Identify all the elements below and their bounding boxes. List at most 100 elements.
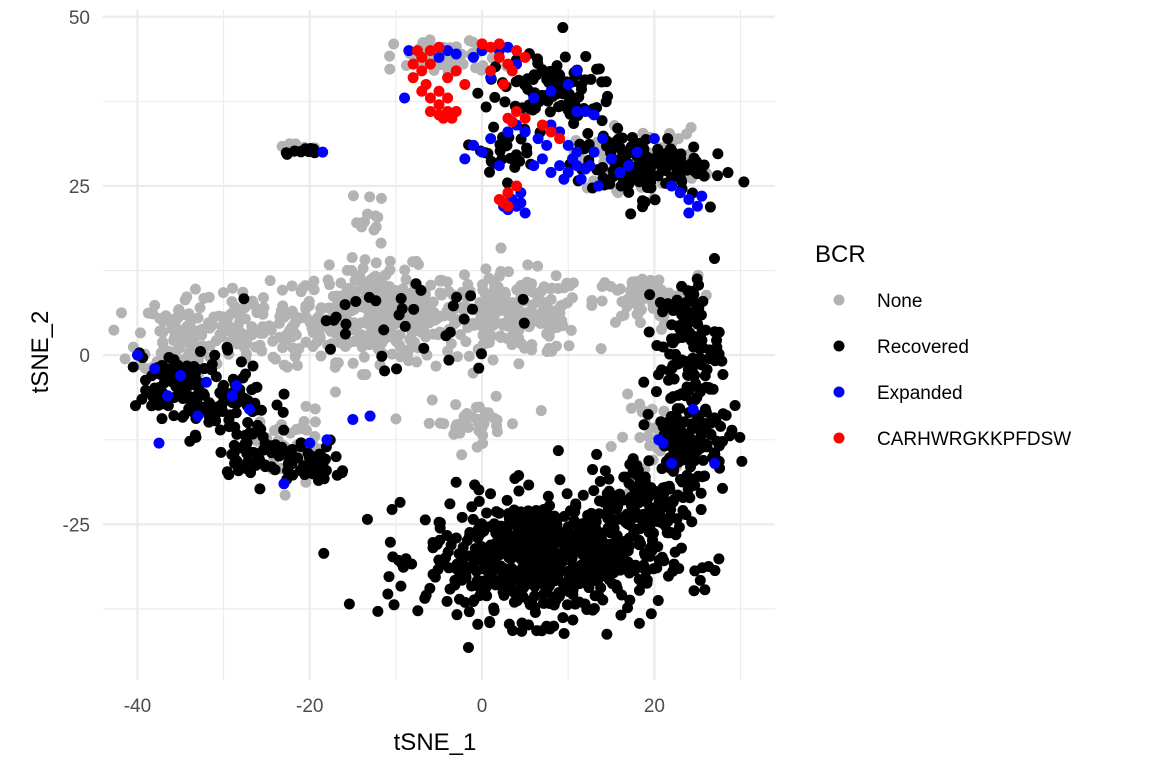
scatter-point (427, 542, 439, 554)
scatter-point (391, 363, 403, 375)
scatter-point (426, 394, 438, 406)
scatter-point (469, 543, 481, 555)
scatter-point (336, 467, 348, 479)
scatter-point (697, 295, 709, 307)
scatter-point (532, 133, 544, 145)
scatter-point (583, 578, 595, 590)
scatter-point (286, 444, 298, 456)
scatter-point (264, 275, 276, 287)
scatter-point (625, 208, 637, 220)
scatter-point (557, 612, 569, 624)
scatter-point (251, 381, 263, 393)
scatter-point (657, 306, 669, 318)
scatter-point (671, 403, 683, 415)
scatter-point (529, 606, 541, 618)
scatter-point (315, 350, 327, 362)
scatter-point (642, 430, 654, 442)
scatter-point (595, 343, 607, 355)
scatter-point (108, 324, 120, 336)
scatter-point (523, 479, 535, 491)
scatter-point (504, 584, 516, 596)
scatter-point (522, 572, 534, 584)
scatter-point (498, 78, 510, 90)
scatter-point (638, 419, 650, 431)
scatter-point (489, 316, 501, 328)
scatter-point (451, 291, 463, 303)
legend-key (833, 294, 845, 306)
scatter-point (300, 400, 312, 412)
scatter-point (586, 300, 598, 312)
scatter-point (379, 285, 391, 297)
scatter-point (356, 341, 368, 353)
scatter-point (533, 287, 545, 299)
scatter-point (217, 380, 229, 392)
scatter-point (242, 417, 254, 429)
scatter-point (544, 623, 556, 635)
scatter-point (370, 221, 382, 233)
scatter-point (350, 285, 362, 297)
scatter-point (243, 403, 255, 415)
scatter-point (623, 178, 635, 190)
scatter-point (511, 544, 523, 556)
scatter-point (311, 336, 323, 348)
scatter-point (532, 53, 544, 65)
scatter-point (545, 126, 557, 138)
scatter-point (602, 90, 614, 102)
scatter-point (527, 299, 539, 311)
scatter-point (563, 340, 575, 352)
scatter-point (684, 461, 696, 473)
scatter-point (652, 369, 664, 381)
scatter-point (626, 131, 638, 143)
scatter-point (634, 431, 646, 443)
scatter-point (511, 180, 523, 192)
scatter-point (514, 308, 526, 320)
scatter-point (386, 348, 398, 360)
y-tick-label: 0 (79, 346, 90, 367)
scatter-point (399, 92, 411, 104)
scatter-point (667, 391, 679, 403)
scatter-point (689, 479, 701, 491)
scatter-point (519, 112, 531, 124)
scatter-point (459, 78, 471, 90)
scatter-point (471, 317, 483, 329)
scatter-point (569, 598, 581, 610)
scatter-point (623, 186, 635, 198)
scatter-point (280, 147, 292, 159)
scatter-point (183, 379, 195, 391)
scatter-point (706, 414, 718, 426)
scatter-point (481, 507, 493, 519)
scatter-point (562, 78, 574, 90)
scatter-point (434, 534, 446, 546)
scatter-point (286, 280, 298, 292)
scatter-point (174, 342, 186, 354)
scatter-points (108, 22, 750, 654)
scatter-point (154, 312, 166, 324)
scatter-point (704, 201, 716, 213)
scatter-point (283, 454, 295, 466)
scatter-point (530, 535, 542, 547)
scatter-point (537, 65, 549, 77)
scatter-point (258, 302, 270, 314)
scatter-point (477, 437, 489, 449)
scatter-point (636, 195, 648, 207)
scatter-point (350, 295, 362, 307)
scatter-point (364, 191, 376, 203)
scatter-point (215, 446, 227, 458)
scatter-point (565, 324, 577, 336)
scatter-point (216, 331, 228, 343)
scatter-point (539, 534, 551, 546)
scatter-point (226, 282, 238, 294)
scatter-point (332, 357, 344, 369)
scatter-point (277, 406, 289, 418)
scatter-point (666, 427, 678, 439)
legend-label: CARHWRGKKPFDSW (877, 429, 1071, 450)
scatter-point (490, 540, 502, 552)
scatter-point (561, 599, 573, 611)
series-none (108, 34, 713, 501)
scatter-point (502, 200, 514, 212)
scatter-point (676, 280, 688, 292)
scatter-point (709, 449, 721, 461)
scatter-point (536, 119, 548, 131)
scatter-point (695, 487, 707, 499)
scatter-point (703, 382, 715, 394)
